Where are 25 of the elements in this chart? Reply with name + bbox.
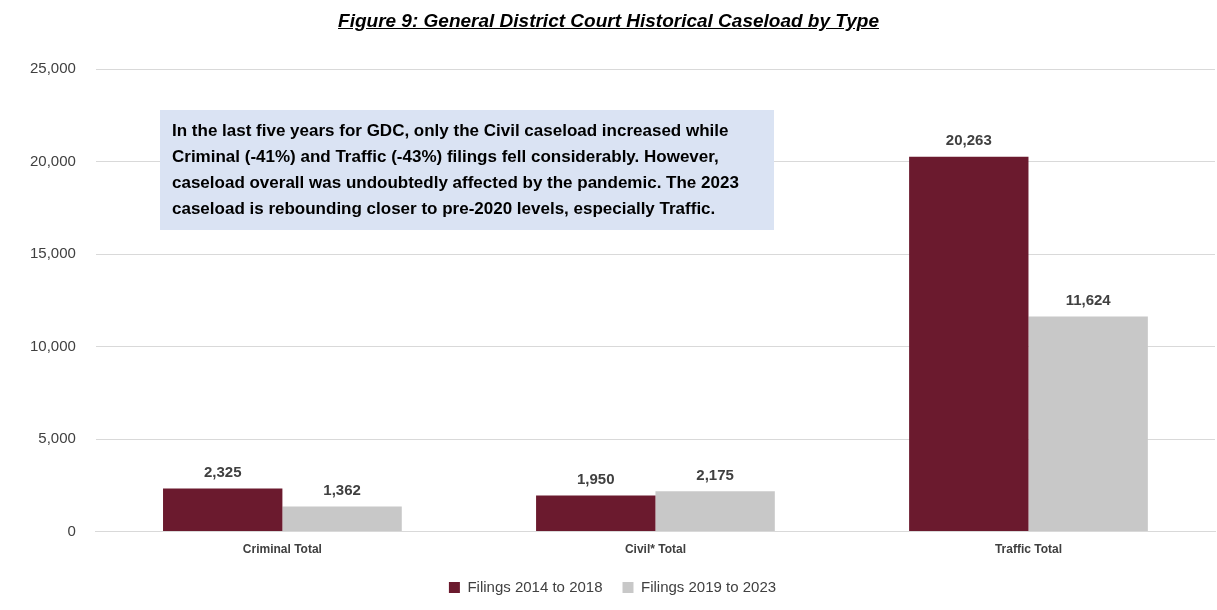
x-tick-label: Criminal Total — [242, 542, 322, 557]
bar — [655, 491, 775, 532]
x-tick-label: Traffic Total — [994, 542, 1063, 557]
y-tick-label: 25,000 — [29, 59, 76, 77]
data-label: 11,624 — [1065, 291, 1112, 309]
annotation: In the last five years for GDC, only the Civil caseload increased while Criminal (-41%) and Traffic (-43%) filings fell considerably. However, caseload overall was undoubtedly affected by the pandemic. The 2023 caseload is rebounding closer to pre-2020 levels, especially Traffic. — [160, 110, 774, 230]
data-label: 20,263 — [945, 131, 992, 149]
chart-title: Figure 9: General District Court Historical Caseload by Type — [337, 10, 880, 32]
y-tick-label: 0 — [67, 521, 76, 539]
bar — [536, 495, 656, 532]
bar — [163, 488, 283, 532]
data-label: 2,325 — [203, 463, 242, 481]
bar — [282, 506, 402, 532]
legend-label: Filings 2019 to 2023 — [641, 577, 777, 595]
data-label: 1,950 — [576, 470, 615, 488]
y-tick-label: 10,000 — [29, 336, 76, 354]
x-tick-label: Civil* Total — [624, 542, 686, 557]
y-tick-label: 15,000 — [29, 244, 76, 262]
y-tick-label: 5,000 — [38, 429, 76, 447]
data-label: 2,175 — [696, 465, 734, 483]
legend-label: Filings 2014 to 2018 — [467, 577, 603, 595]
y-tick-label: 20,000 — [29, 151, 76, 169]
bar — [1028, 316, 1148, 532]
bar — [909, 156, 1029, 532]
data-label: 1,362 — [323, 481, 361, 499]
